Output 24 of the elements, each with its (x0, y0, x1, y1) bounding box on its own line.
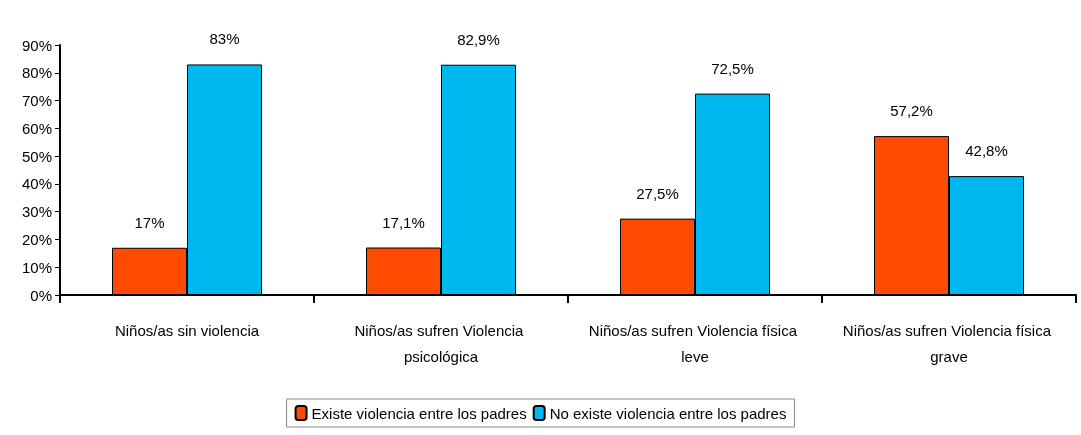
legend-label: Existe violencia entre los padres (311, 404, 527, 422)
x-tick-label: Niños/as sin violencia (114, 321, 260, 339)
data-label: 82,9% (457, 30, 500, 48)
y-tick-label: 70% (21, 92, 52, 110)
y-tick-label: 50% (21, 147, 52, 165)
y-tick-label: 60% (21, 119, 52, 137)
data-label: 17,1% (382, 213, 425, 231)
y-tick-label: 90% (21, 36, 52, 54)
legend-label: No existe violencia entre los padres (549, 404, 787, 422)
data-label: 17% (134, 213, 165, 231)
y-tick-label: 40% (21, 175, 52, 193)
y-tick-label: 80% (21, 64, 52, 82)
x-tick-label: Niños/as sufren Violencia psicológica (354, 321, 528, 365)
x-tick-label: Niños/as sufren Violencia física grave (842, 321, 1056, 365)
y-tick-label: 30% (21, 203, 52, 221)
data-label: 42,8% (965, 142, 1008, 160)
data-label: 83% (209, 30, 240, 48)
data-label: 57,2% (890, 102, 933, 120)
x-tick-label: Niños/as sufren Violencia física leve (588, 321, 802, 365)
data-label: 27,5% (636, 184, 679, 202)
y-tick-label: 20% (21, 230, 52, 248)
data-label: 72,5% (711, 59, 754, 77)
y-tick-label: 10% (21, 258, 52, 276)
y-tick-label: 0% (30, 286, 52, 304)
